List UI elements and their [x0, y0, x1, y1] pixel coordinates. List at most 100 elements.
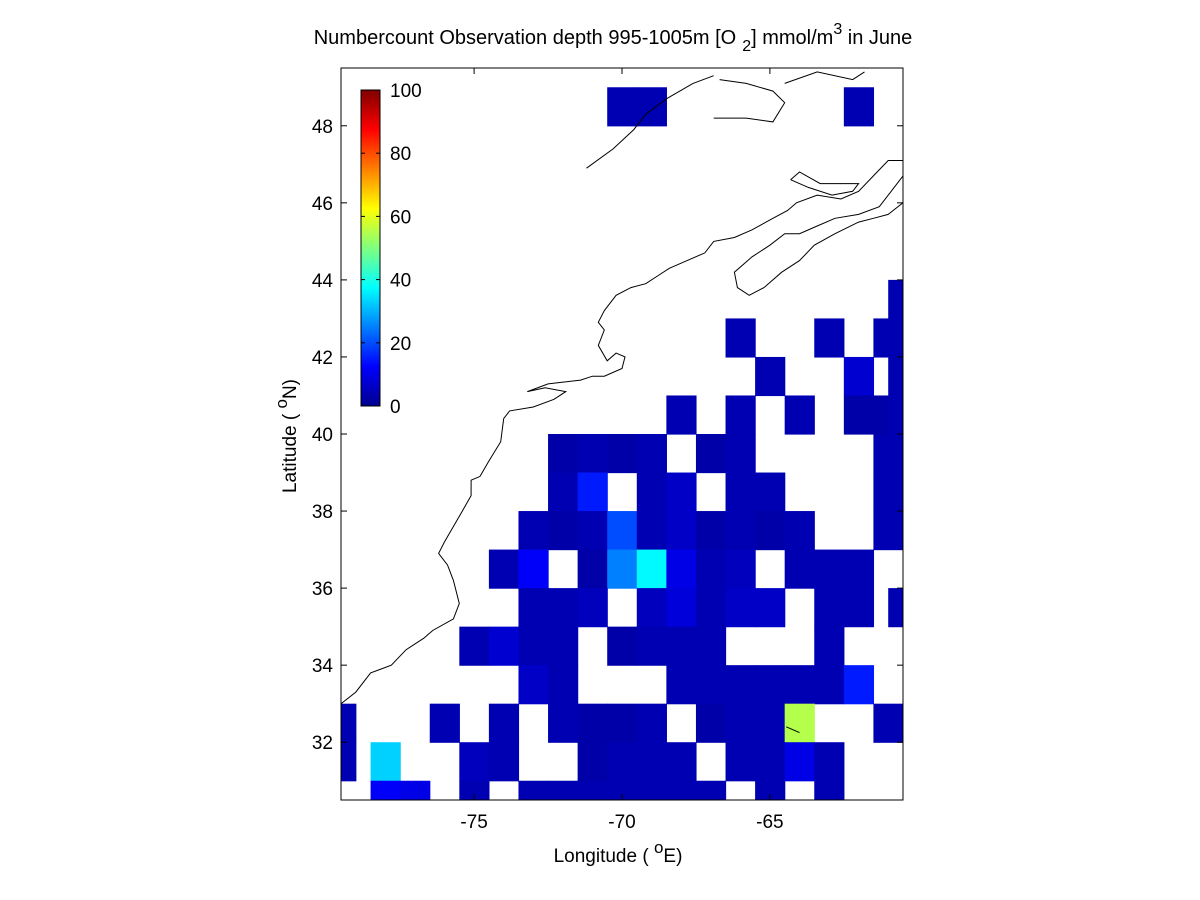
heatmap-cell	[518, 511, 549, 551]
heatmap-cell	[548, 626, 579, 666]
heatmap-cell	[370, 742, 401, 782]
heatmap-cell	[755, 665, 786, 705]
x-axis-ticks: -75 -70 -65	[460, 68, 784, 833]
heatmap-cell	[607, 703, 638, 743]
coastline	[713, 79, 786, 123]
heatmap-cell	[636, 588, 667, 628]
heatmap-cell	[577, 511, 608, 551]
x-tick-label: -65	[756, 812, 783, 833]
chart-title: Numbercount Observation depth 995-1005m …	[314, 21, 913, 55]
heatmap-cell	[577, 588, 608, 628]
colorbar-ticks: 0 20 40 60 80 100	[361, 81, 422, 418]
heatmap-cell	[607, 626, 638, 666]
heatmap-cell	[666, 742, 697, 782]
heatmap-cell	[459, 626, 490, 666]
y-tick-label: 42	[312, 348, 333, 369]
heatmap-cell	[755, 472, 786, 512]
heatmap-cell	[459, 742, 490, 782]
heatmap-cell	[666, 511, 697, 551]
colorbar-tick-label: 0	[390, 397, 401, 418]
heatmap-cell	[341, 742, 357, 782]
heatmap-cell	[607, 549, 638, 589]
heatmap-cell	[725, 472, 756, 512]
heatmap-cell	[548, 511, 579, 551]
heatmap-cell	[341, 703, 357, 743]
heatmap-cell	[518, 780, 549, 800]
heatmap-cell	[636, 780, 667, 800]
y-axis-label-pre: Latitude (	[280, 409, 301, 494]
heatmap-cell	[725, 665, 756, 705]
heatmap-cell	[607, 780, 638, 800]
heatmap-cell	[814, 780, 845, 800]
chart-title-subscript: 2	[742, 38, 751, 55]
colorbar-tick-label: 20	[390, 334, 411, 355]
heatmap-cell	[695, 588, 727, 628]
heatmap-cell	[843, 87, 875, 127]
heatmap-cell	[725, 588, 756, 628]
heatmap-cell	[873, 703, 903, 743]
coastline	[586, 75, 714, 169]
heatmap-cell	[695, 434, 727, 474]
heatmap-cell	[518, 549, 549, 589]
x-axis-label-sup: o	[654, 838, 663, 857]
heatmap-cell	[695, 703, 727, 743]
y-tick-label: 32	[312, 733, 333, 754]
heatmap-cell	[888, 395, 903, 435]
heatmap-cell	[695, 665, 727, 705]
heatmap-cell	[784, 549, 815, 589]
heatmap-cell	[666, 588, 697, 628]
heatmap-cell	[518, 588, 549, 628]
heatmap-cell	[577, 434, 608, 474]
heatmap-cell	[695, 549, 727, 589]
heatmap-cell	[577, 472, 608, 512]
heatmap-cell	[695, 511, 727, 551]
heatmap-cell	[636, 434, 667, 474]
colorbar-tick-label: 40	[390, 271, 411, 292]
heatmap-cell	[843, 549, 875, 589]
colorbar	[360, 89, 381, 407]
heatmap-cell	[725, 395, 756, 435]
heatmap-cell	[400, 780, 431, 800]
heatmap-cell	[873, 511, 903, 551]
heatmap-cell	[725, 511, 756, 551]
heatmap-cell	[548, 780, 579, 800]
heatmap-cell	[814, 588, 845, 628]
heatmap-cell	[459, 780, 490, 800]
colorbar-tick-label: 80	[390, 144, 411, 165]
x-tick-label: -70	[608, 812, 635, 833]
chart-title-middle: ] mmol/m	[751, 27, 833, 49]
heatmap-cell	[784, 665, 815, 705]
heatmap-cell	[370, 780, 401, 800]
y-tick-label: 38	[312, 502, 333, 523]
y-axis-ticks: 32 34 36 38 40 42 44 46 48	[312, 117, 903, 754]
y-tick-label: 36	[312, 579, 333, 600]
heatmap-cell	[488, 549, 520, 589]
x-tick-label: -75	[460, 812, 487, 833]
y-tick-label: 40	[312, 425, 333, 446]
heatmap-cell	[666, 665, 697, 705]
heatmap-cell	[577, 703, 608, 743]
heatmap-cell	[607, 742, 638, 782]
coastline-layer	[341, 71, 903, 734]
heatmap-cell	[666, 549, 697, 589]
heatmap-cell	[873, 434, 903, 474]
heatmap-cell	[666, 626, 697, 666]
heatmap-cell	[843, 395, 875, 435]
coastline	[784, 71, 865, 84]
heatmap-cell	[814, 742, 845, 782]
colorbar-tick-label: 100	[390, 81, 422, 102]
heatmap-cell	[725, 742, 756, 782]
x-axis-label-pre: Longitude (	[554, 846, 654, 867]
coastline	[790, 171, 860, 196]
heatmap-cell	[755, 511, 786, 551]
x-axis-label: Longitude ( oE)	[554, 838, 683, 867]
chart-title-main: Numbercount Observation depth 995-1005m …	[314, 27, 736, 49]
heatmap-cell	[784, 511, 815, 551]
chart-title-superscript: 3	[833, 21, 842, 38]
y-tick-label: 48	[312, 117, 333, 138]
heatmap-cell	[755, 588, 786, 628]
heatmap-cell	[488, 703, 520, 743]
heatmap-cell	[843, 588, 875, 628]
heatmap-cell	[666, 472, 697, 512]
heatmap-cell	[666, 780, 697, 800]
